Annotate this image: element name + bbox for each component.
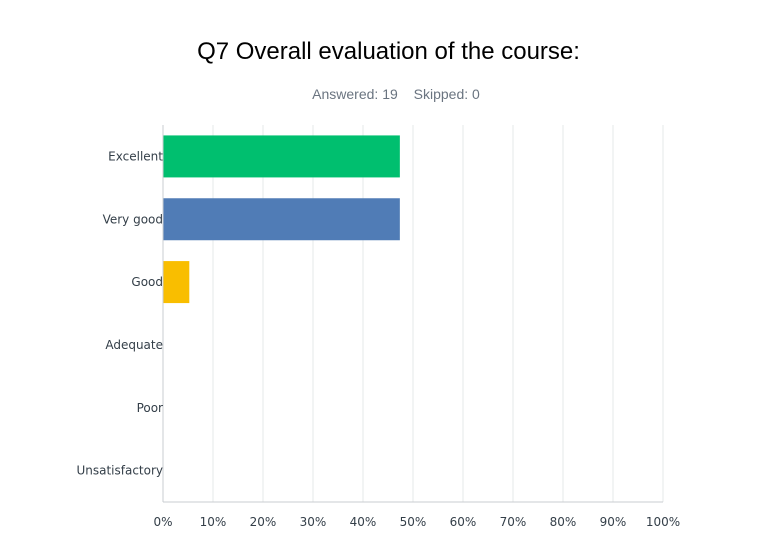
x-tick-label: 60% xyxy=(450,515,477,529)
x-tick-label: 20% xyxy=(250,515,277,529)
x-tick-label: 70% xyxy=(500,515,527,529)
x-tick-label: 10% xyxy=(200,515,227,529)
chart-title: Q7 Overall evaluation of the course: xyxy=(197,38,580,65)
tick-labels: 0% 10% 20% 30% 40% 50% 60% 70% 80% 90% 100% xyxy=(153,515,680,529)
bar-good xyxy=(163,261,190,304)
x-tick-label: 30% xyxy=(300,515,327,529)
category-label: Good xyxy=(131,275,163,289)
x-tick-label: 50% xyxy=(400,515,427,529)
bar-very-good xyxy=(163,198,400,241)
answered-count: Answered: 19 xyxy=(312,86,398,102)
response-summary: Answered: 19 Skipped: 0 xyxy=(0,86,771,102)
x-tick-label: 40% xyxy=(350,515,377,529)
skipped-count: Skipped: 0 xyxy=(413,86,480,102)
axes xyxy=(162,125,663,503)
x-tick-label: 80% xyxy=(550,515,577,529)
x-tick-label: 0% xyxy=(153,515,172,529)
category-label: Unsatisfactory xyxy=(76,464,163,478)
x-tick-label: 100% xyxy=(646,515,680,529)
category-label: Poor xyxy=(137,401,163,415)
bar-excellent xyxy=(163,135,400,178)
category-label: Adequate xyxy=(105,338,163,352)
category-label: Very good xyxy=(103,212,163,226)
category-labels: Excellent Very good Good Adequate Poor Unsati… xyxy=(76,149,163,477)
grid-lines xyxy=(212,125,664,502)
category-label: Excellent xyxy=(108,149,163,163)
bars xyxy=(163,135,400,304)
x-tick-label: 90% xyxy=(600,515,627,529)
